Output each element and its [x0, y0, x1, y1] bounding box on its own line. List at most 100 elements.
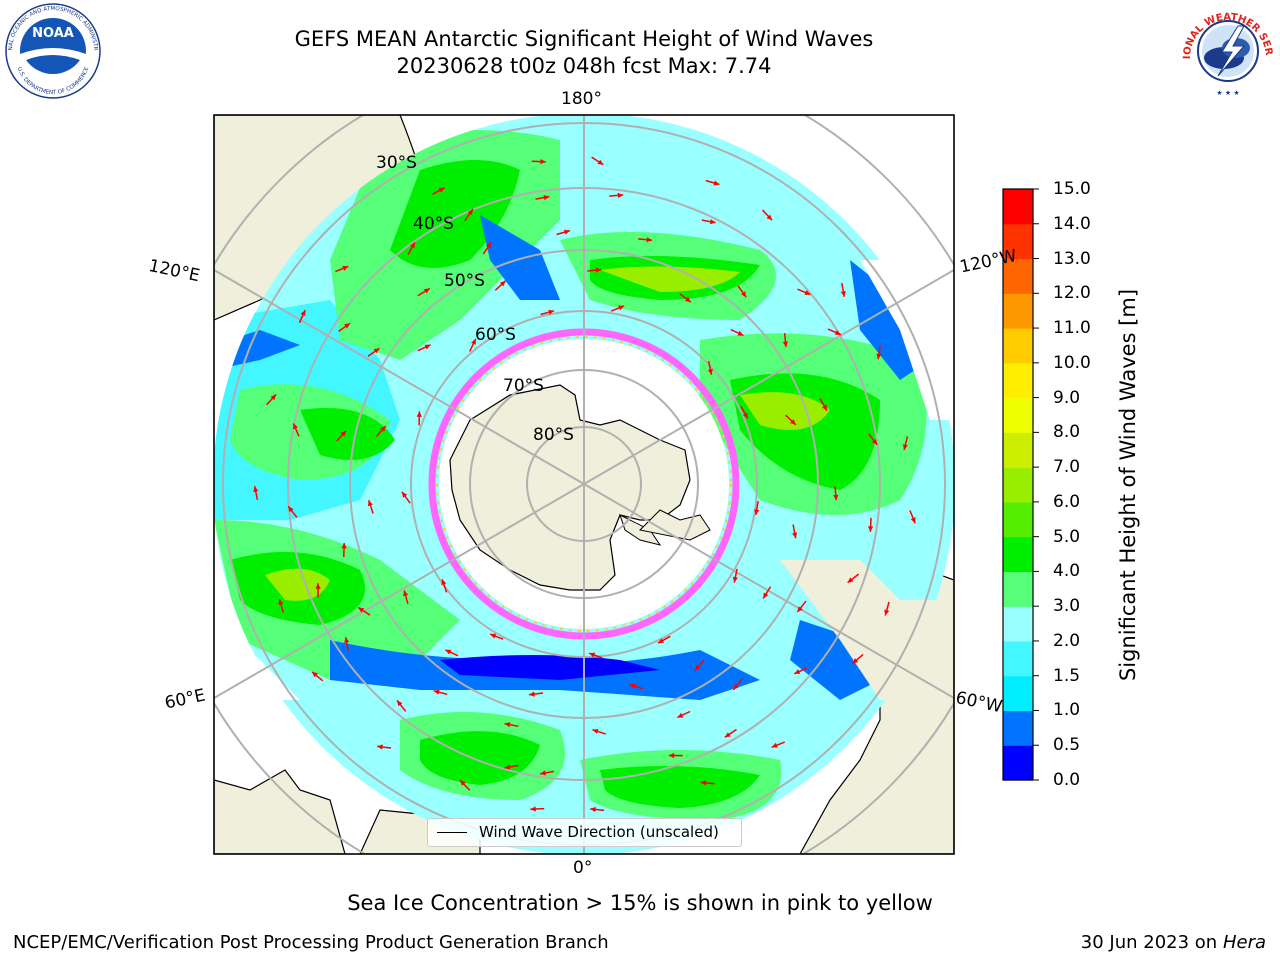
wave-vector-head — [485, 242, 492, 249]
colorbar-tick-label: 11.0 — [1053, 318, 1091, 339]
wave-vector-head — [910, 517, 916, 524]
wave-vector-head — [344, 637, 350, 643]
wave-vector-head — [754, 509, 760, 515]
wave-vector-head — [902, 444, 908, 450]
wave-vector-head — [460, 780, 466, 786]
map-frame — [213, 114, 955, 855]
wave-vector-head — [724, 732, 731, 738]
colorbar — [1003, 188, 1039, 781]
colorbar-segment — [1003, 501, 1033, 538]
wave-vector-head — [685, 296, 691, 303]
wave-vector-head — [597, 159, 604, 165]
wave-vector-head — [397, 700, 403, 707]
wave-vector-head — [741, 291, 747, 298]
colorbar-tick-label: 8.0 — [1053, 422, 1081, 443]
wave-vector-head — [709, 219, 716, 225]
map-legend: Wind Wave Direction (unscaled) — [427, 818, 742, 847]
colorbar-segment — [1003, 258, 1033, 294]
wave-vector-head — [315, 583, 321, 589]
colorbar-segment — [1003, 606, 1033, 642]
wave-vector-head — [797, 606, 803, 613]
colorbar-tick-label: 1.5 — [1053, 665, 1081, 686]
wave-vector-head — [471, 338, 476, 345]
wave-vector-head — [490, 633, 497, 639]
wave-vector-head — [543, 195, 550, 201]
lat-label-30s: 30°S — [376, 153, 417, 173]
wave-vector-head — [340, 430, 347, 437]
wave-vector-head — [367, 500, 373, 507]
wave-vector-head — [732, 576, 738, 583]
wave-vector-head — [742, 412, 748, 419]
wave-vector-head — [438, 187, 445, 193]
colorbar-segment — [1003, 640, 1033, 677]
wave-vector-head — [840, 291, 846, 297]
wave-direction-vectors — [253, 156, 916, 813]
wave-vector-head — [590, 806, 596, 813]
colorbar-segment — [1003, 293, 1033, 329]
footer-credit: NCEP/EMC/Verification Post Processing Pr… — [13, 932, 609, 953]
wave-vector-head — [658, 638, 664, 644]
wave-vector-head — [677, 712, 684, 718]
colorbar-tick-label: 9.0 — [1053, 387, 1081, 408]
wave-vector-head — [423, 288, 430, 294]
wave-vector-head — [504, 764, 511, 770]
wave-vector-head — [884, 609, 890, 616]
lon-label-180: 180° — [561, 89, 602, 109]
legend-line-sample — [437, 832, 467, 833]
wave-vector-head — [288, 506, 294, 513]
antarctica — [449, 384, 691, 591]
lon-label-0: 0° — [573, 858, 593, 878]
colorbar-segment — [1003, 328, 1033, 364]
wave-vector-head — [782, 341, 788, 348]
colorbar-tick-label: 13.0 — [1053, 248, 1091, 269]
wave-vector-head — [794, 669, 801, 674]
colorbar-tick-label: 4.0 — [1053, 561, 1081, 582]
wave-vector-head — [409, 242, 415, 249]
wave-vector-head — [834, 330, 841, 335]
wave-vector-head — [707, 368, 713, 375]
wave-vector-head — [548, 309, 555, 315]
wave-vector-head — [589, 652, 596, 658]
noaa-logo-text: NOAA — [32, 26, 74, 41]
colorbar-tick-label: 12.0 — [1053, 283, 1091, 304]
wave-vector-head — [694, 664, 701, 671]
wave-vector-head — [312, 671, 318, 678]
colorbar-tick-label: 3.0 — [1053, 596, 1081, 617]
wave-vector-head — [342, 265, 349, 271]
wave-vector-head — [293, 423, 298, 430]
colorbar-segment — [1003, 223, 1033, 260]
colorbar-segment — [1003, 536, 1033, 573]
wave-vector-head — [833, 494, 839, 501]
wave-vector-head — [700, 780, 707, 786]
wave-vector-head — [300, 310, 306, 316]
colorbar-segment — [1003, 571, 1033, 607]
wave-vector-head — [733, 684, 739, 690]
wave-vector-head — [504, 722, 511, 728]
wave-vector-head — [441, 579, 447, 586]
wave-vector-head — [341, 543, 347, 549]
lat-label-40s: 40°S — [413, 214, 454, 234]
lat-label-70s: 70°S — [503, 376, 544, 396]
colorbar-tick-label: 10.0 — [1053, 352, 1091, 373]
wave-vector-head — [530, 806, 536, 812]
colorbar-tick-label: 14.0 — [1053, 213, 1091, 234]
wave-vector-head — [668, 752, 675, 759]
lat-label-50s: 50°S — [444, 271, 485, 291]
noaa-logo: NOAA NATIONAL OCEANIC AND ATMOSPHERIC AD… — [2, 2, 101, 99]
national-weather-service-logo: NATIONAL WEATHER SERVICE ★ ★ ★ — [1178, 2, 1275, 98]
wave-vector-head — [804, 290, 811, 295]
wave-vector-head — [771, 742, 778, 748]
wave-vector-head — [618, 305, 625, 311]
wave-vector-head — [876, 353, 882, 360]
wave-vector-head — [433, 689, 440, 695]
colorbar-segment — [1003, 189, 1033, 225]
wave-vector-head — [380, 426, 386, 432]
colorbar-segment — [1003, 432, 1033, 468]
chart-subtitle: 20230628 t00z 048h fcst Max: 7.74 — [396, 54, 772, 78]
colorbar-tick-label: 6.0 — [1053, 491, 1081, 512]
wave-vector-head — [564, 229, 570, 235]
wave-vector-head — [253, 486, 259, 492]
wave-vector-head — [373, 348, 380, 354]
sea-ice-note: Sea Ice Concentration > 15% is shown in … — [347, 891, 933, 915]
